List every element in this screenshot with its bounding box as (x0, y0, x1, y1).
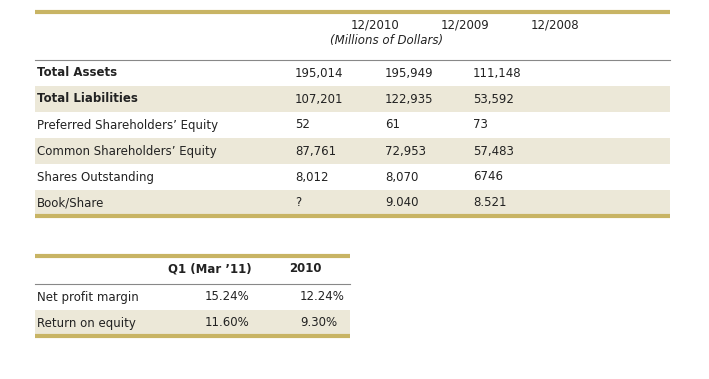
Text: 73: 73 (473, 119, 488, 132)
Text: 107,201: 107,201 (295, 92, 343, 105)
Text: 8,070: 8,070 (385, 171, 418, 183)
Bar (35, 310, 350, 336)
Text: 53,592: 53,592 (473, 92, 514, 105)
Text: 52: 52 (295, 119, 310, 132)
Text: 72,953: 72,953 (385, 144, 426, 158)
Text: 2010: 2010 (289, 262, 321, 275)
Text: Total Liabilities: Total Liabilities (37, 92, 138, 105)
Text: 12.24%: 12.24% (300, 290, 345, 304)
Text: 9.040: 9.040 (385, 196, 418, 210)
Bar (35, 190, 670, 216)
Text: (Millions of Dollars): (Millions of Dollars) (330, 34, 443, 47)
Text: 12/2008: 12/2008 (531, 18, 579, 31)
Text: Q1 (Mar ’11): Q1 (Mar ’11) (168, 262, 252, 275)
Text: 12/2010: 12/2010 (351, 18, 399, 31)
Text: Preferred Shareholders’ Equity: Preferred Shareholders’ Equity (37, 119, 218, 132)
Text: 12/2009: 12/2009 (440, 18, 489, 31)
Text: 57,483: 57,483 (473, 144, 514, 158)
Text: 111,148: 111,148 (473, 66, 522, 80)
Text: 195,014: 195,014 (295, 66, 343, 80)
Text: 195,949: 195,949 (385, 66, 434, 80)
Text: Return on equity: Return on equity (37, 316, 136, 329)
Text: 6746: 6746 (473, 171, 503, 183)
Text: Shares Outstanding: Shares Outstanding (37, 171, 154, 183)
Text: 9.30%: 9.30% (300, 316, 337, 329)
Bar (35, 138, 670, 164)
Text: 61: 61 (385, 119, 400, 132)
Text: ?: ? (295, 196, 301, 210)
Text: 8,012: 8,012 (295, 171, 328, 183)
Bar (35, 86, 670, 112)
Text: 11.60%: 11.60% (205, 316, 250, 329)
Text: 87,761: 87,761 (295, 144, 336, 158)
Text: Common Shareholders’ Equity: Common Shareholders’ Equity (37, 144, 217, 158)
Text: Net profit margin: Net profit margin (37, 290, 139, 304)
Text: 8.521: 8.521 (473, 196, 506, 210)
Text: 15.24%: 15.24% (205, 290, 250, 304)
Text: Total Assets: Total Assets (37, 66, 117, 80)
Text: 122,935: 122,935 (385, 92, 433, 105)
Text: Book/Share: Book/Share (37, 196, 104, 210)
